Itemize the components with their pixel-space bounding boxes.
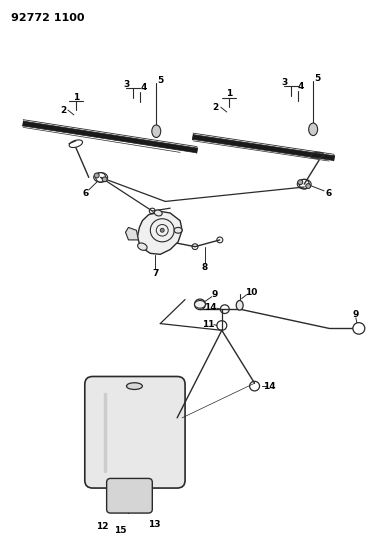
Text: 11: 11 [202,320,214,329]
Polygon shape [193,135,334,160]
Text: 5: 5 [157,76,163,85]
Ellipse shape [308,123,317,135]
Text: 1: 1 [226,89,232,98]
Text: 5: 5 [314,74,320,83]
Text: 3: 3 [123,79,129,88]
Text: 14: 14 [263,382,276,391]
Text: 9: 9 [212,290,218,299]
Ellipse shape [174,228,182,233]
Text: 10: 10 [245,288,258,297]
Text: 15: 15 [114,526,127,533]
Circle shape [94,173,99,178]
Circle shape [298,180,303,184]
Text: 3: 3 [281,78,287,87]
FancyBboxPatch shape [106,479,152,513]
Text: 1: 1 [73,93,79,102]
Circle shape [195,299,206,310]
Ellipse shape [195,301,206,308]
Text: 6: 6 [83,189,89,198]
FancyBboxPatch shape [85,376,185,488]
Ellipse shape [152,125,161,138]
Ellipse shape [154,210,162,216]
Circle shape [102,177,107,182]
Polygon shape [23,121,197,153]
Text: 2: 2 [213,103,219,112]
Ellipse shape [236,301,243,310]
Text: 7: 7 [152,269,158,278]
Text: 4: 4 [140,84,147,92]
Text: 2: 2 [60,106,66,115]
Ellipse shape [138,243,147,251]
Text: 12: 12 [96,522,109,531]
Circle shape [353,322,365,334]
Ellipse shape [126,383,142,390]
Text: 14: 14 [204,303,216,312]
Text: 4: 4 [298,83,305,92]
Circle shape [306,184,311,189]
Polygon shape [126,228,138,240]
Text: 92772 1100: 92772 1100 [11,13,85,23]
Text: 9: 9 [353,310,359,319]
Text: 8: 8 [202,263,208,272]
Polygon shape [137,211,182,254]
Circle shape [160,228,164,232]
Text: 6: 6 [326,189,332,198]
Text: 13: 13 [148,520,161,529]
